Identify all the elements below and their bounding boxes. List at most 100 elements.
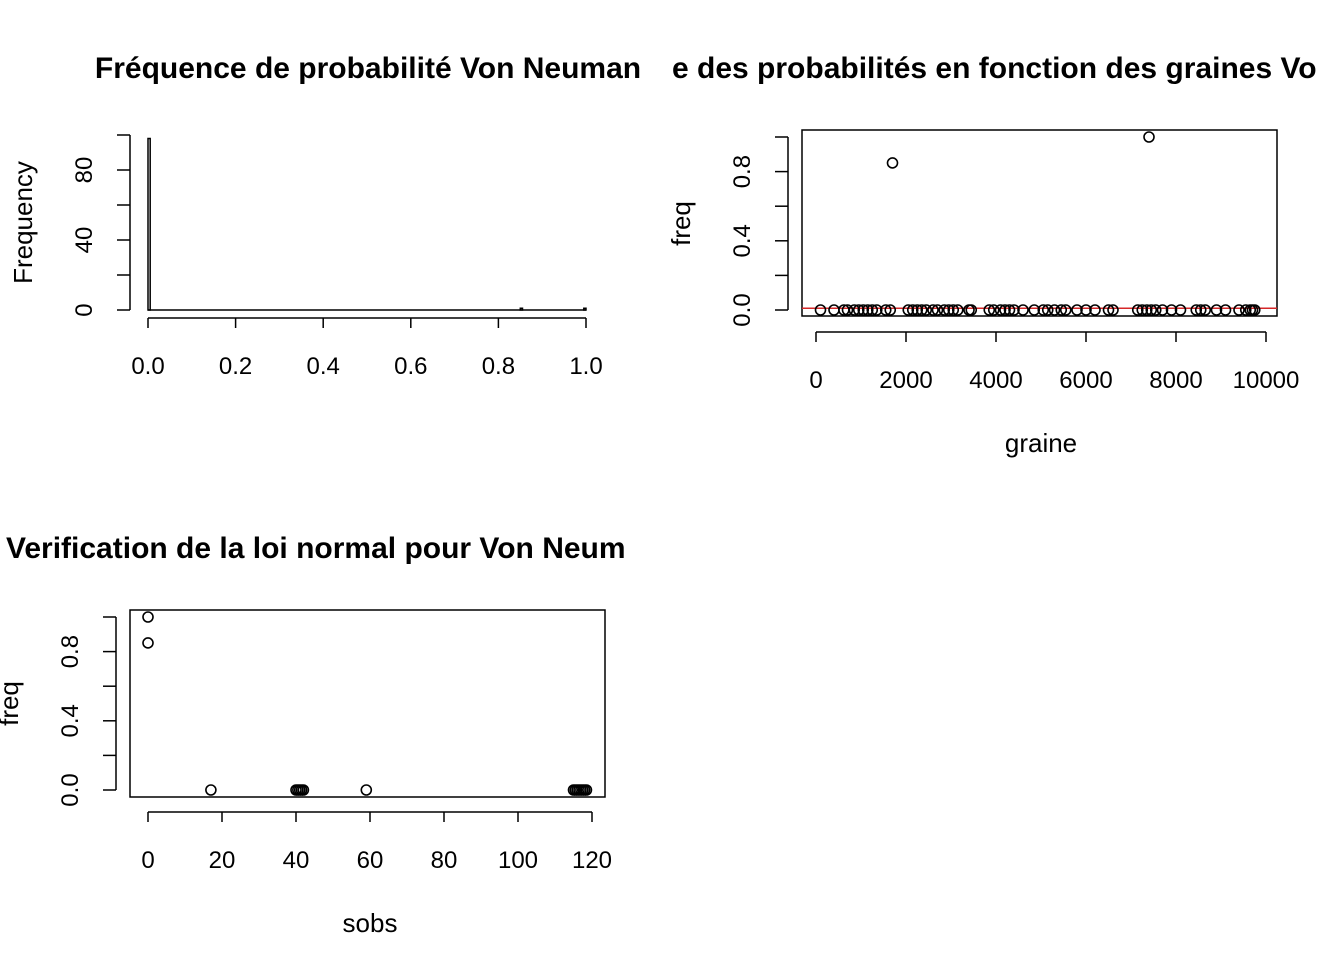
data-point (142, 637, 154, 649)
data-point (1008, 304, 1020, 316)
data-point (142, 611, 154, 623)
plot-frame (129, 609, 606, 798)
data-point (1199, 304, 1212, 316)
data-point (852, 304, 865, 316)
data-point (947, 304, 960, 316)
data-point (999, 304, 1011, 316)
data-point (1059, 304, 1072, 316)
data-point (1174, 304, 1187, 316)
x-tick-label: 0.2 (219, 353, 252, 380)
data-point (1136, 304, 1149, 316)
data-point (870, 304, 883, 316)
data-point (814, 304, 827, 316)
data-point (297, 784, 310, 796)
data-point (987, 304, 1000, 316)
y-tick-label: 80 (71, 157, 98, 184)
data-point (915, 304, 928, 316)
chart-panel-3: Verification de la loi normal pour Von N… (0, 532, 626, 938)
x-tick-label: 6000 (1059, 367, 1112, 394)
data-point (1131, 304, 1144, 316)
data-point (994, 304, 1007, 316)
x-tick-label: 0.4 (307, 353, 340, 380)
data-point (906, 304, 919, 316)
chart-title: Verification de la loi normal pour Von N… (6, 532, 626, 565)
data-point (965, 304, 978, 316)
data-point (927, 304, 939, 316)
data-point (920, 304, 933, 316)
data-point (1165, 304, 1178, 316)
y-tick-label: 0.0 (729, 293, 756, 326)
y-axis-label: freq (666, 201, 696, 246)
data-point (1028, 304, 1041, 316)
y-axis-label: Frequency (8, 161, 38, 284)
histogram-bar (583, 307, 587, 311)
data-point (1037, 304, 1050, 316)
y-tick-label: 0 (71, 303, 98, 316)
data-point (1143, 131, 1155, 143)
y-tick-label: 0.8 (57, 635, 84, 668)
x-tick-label: 80 (431, 847, 458, 874)
x-tick-label: 10000 (1233, 367, 1300, 394)
data-point (1156, 304, 1169, 316)
data-point (1041, 304, 1054, 316)
data-point (902, 304, 915, 316)
x-tick-label: 20 (209, 847, 236, 874)
x-tick-label: 100 (498, 847, 538, 874)
data-point (942, 304, 955, 316)
data-point (1233, 304, 1245, 316)
x-tick-label: 120 (572, 847, 612, 874)
data-point (1149, 304, 1162, 316)
data-point (1248, 304, 1261, 316)
x-tick-label: 0 (809, 367, 822, 394)
data-point (911, 304, 924, 316)
y-tick-label: 0.8 (729, 155, 756, 188)
data-point (884, 304, 897, 316)
x-tick-label: 4000 (969, 367, 1022, 394)
data-point (828, 304, 840, 316)
chart-panel-2: e des probabilités en fonction des grain… (666, 52, 1317, 458)
data-point (360, 784, 373, 796)
chart-panel-1: Fréquence de probabilité Von Neuman 0.0 0.… (8, 52, 641, 380)
histogram-bar (519, 307, 524, 311)
data-point (886, 157, 899, 169)
chart-title: Fréquence de probabilité Von Neuman (95, 52, 641, 85)
plot-frame (801, 129, 1278, 317)
data-point (1055, 304, 1068, 316)
data-point (861, 304, 874, 316)
x-tick-label: 2000 (879, 367, 932, 394)
data-point (1239, 304, 1252, 316)
data-point (1003, 304, 1016, 316)
data-point (848, 304, 861, 316)
data-point (1194, 304, 1207, 316)
data-point (205, 784, 217, 796)
y-tick-label: 0.4 (729, 224, 756, 257)
data-point (857, 304, 870, 316)
x-tick-label: 60 (357, 847, 384, 874)
data-point (1080, 304, 1092, 316)
data-point (841, 304, 854, 316)
data-point (951, 304, 964, 316)
histogram-bar (147, 137, 151, 311)
data-point (983, 304, 996, 316)
data-point (931, 304, 944, 316)
data-point (1071, 304, 1083, 316)
data-point (879, 304, 892, 316)
data-point (1107, 304, 1119, 316)
y-tick-label: 40 (71, 227, 98, 254)
x-tick-label: 0.0 (131, 353, 164, 380)
data-point (866, 304, 879, 316)
data-point (1089, 304, 1101, 316)
data-point (1048, 304, 1061, 316)
y-axis-label: freq (0, 681, 24, 726)
x-tick-label: 0.6 (394, 353, 427, 380)
x-tick-label: 40 (283, 847, 310, 874)
data-point (580, 784, 593, 796)
x-tick-label: 1.0 (569, 353, 602, 380)
data-point (1210, 304, 1223, 316)
data-point (938, 304, 951, 316)
x-axis-label: sobs (343, 908, 398, 938)
data-point (1017, 304, 1029, 316)
x-tick-label: 8000 (1149, 367, 1202, 394)
chart-title: e des probabilités en fonction des grain… (672, 52, 1317, 85)
